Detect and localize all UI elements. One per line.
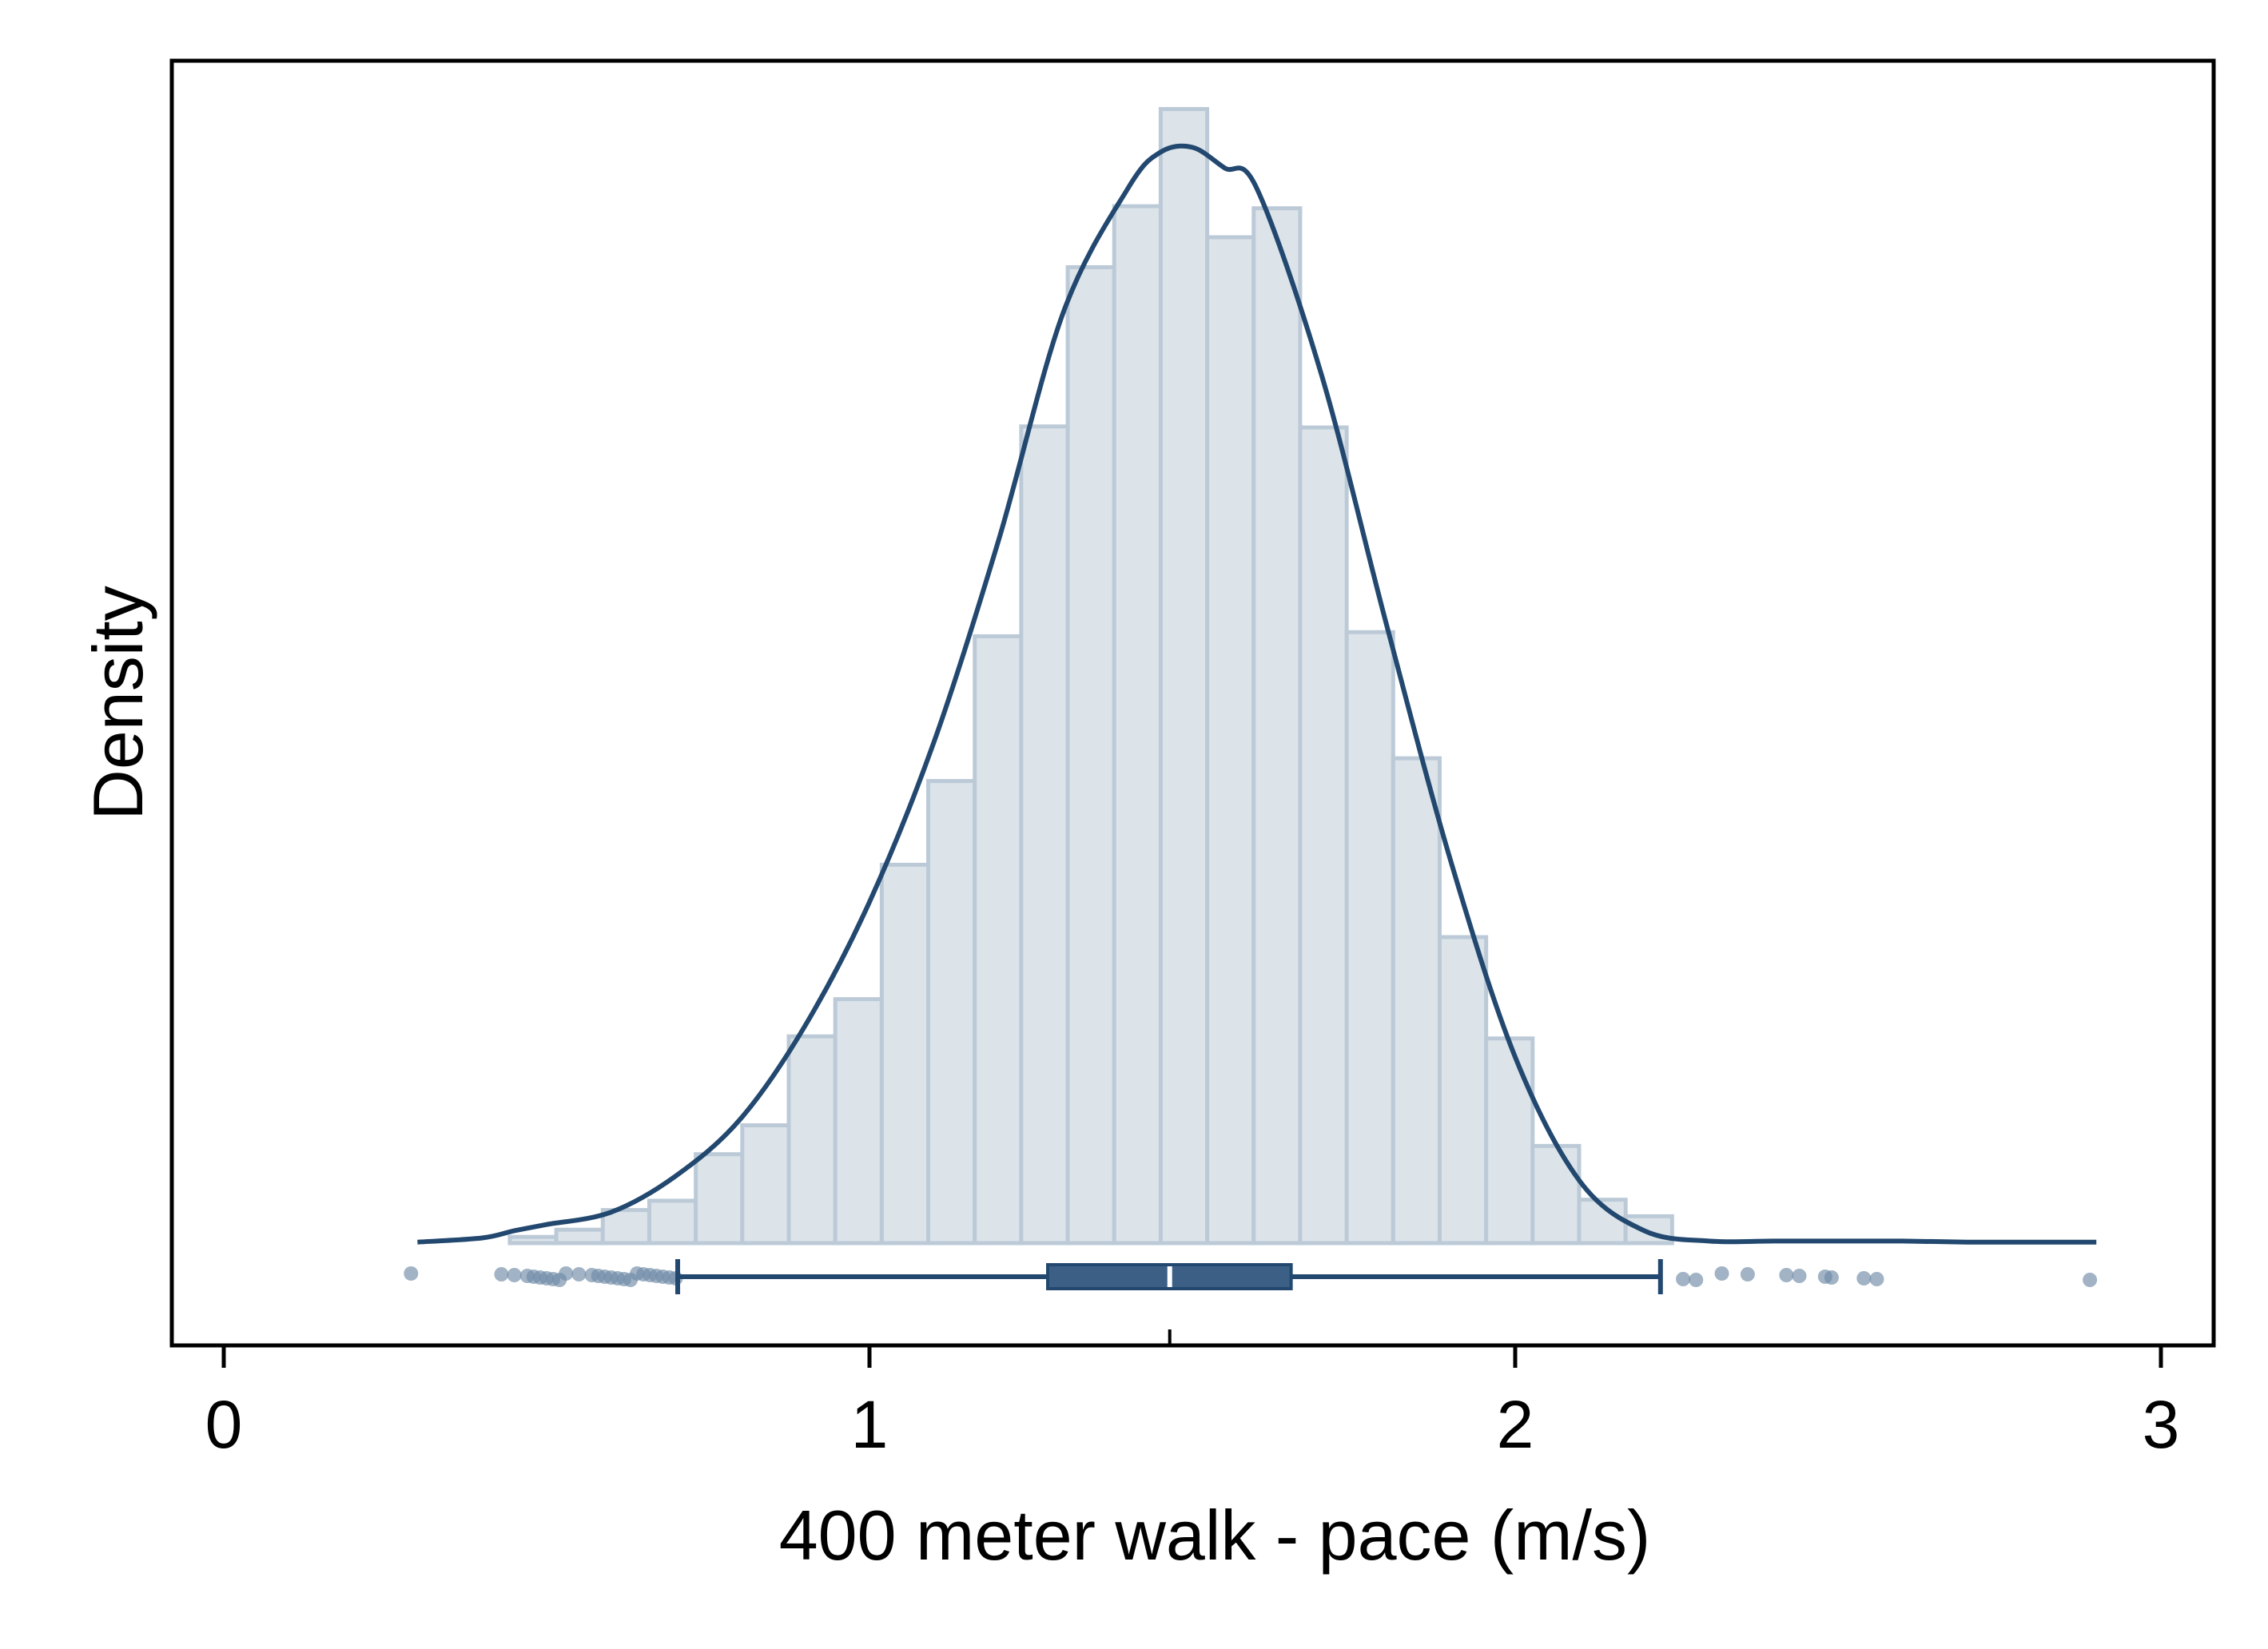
histogram-bar <box>1205 235 1256 1246</box>
histogram-bar <box>879 862 931 1246</box>
histogram-bar <box>1065 264 1116 1246</box>
outlier-point <box>1689 1273 1704 1287</box>
plot-frame <box>169 58 2216 1348</box>
histogram-bar <box>554 1227 605 1246</box>
outlier-point <box>507 1268 522 1282</box>
histogram-bar <box>694 1152 745 1246</box>
x-axis-title: 400 meter walk - pace (m/s) <box>779 1496 1651 1575</box>
outlier-point <box>1824 1270 1839 1285</box>
histogram-bar <box>1158 106 1210 1246</box>
histogram-bars <box>507 106 1674 1246</box>
x-tick-label: 2 <box>1497 1387 1534 1462</box>
outlier-point <box>404 1266 419 1281</box>
outlier-point <box>1779 1268 1794 1282</box>
outlier-point <box>571 1267 587 1281</box>
x-tick-label: 3 <box>2143 1387 2180 1462</box>
histogram-bar <box>1344 630 1395 1246</box>
outlier-point <box>1869 1272 1884 1286</box>
histogram-bar <box>740 1123 791 1246</box>
x-axis: 0 1 2 3 <box>205 1329 2180 1462</box>
histogram-bar <box>833 997 884 1246</box>
x-tick-label: 0 <box>205 1387 243 1462</box>
density-curve-line <box>417 143 2097 1245</box>
density-curve-layer <box>417 143 2097 1245</box>
histogram-bar <box>647 1198 698 1246</box>
outlier-point <box>1676 1272 1691 1286</box>
outlier-point <box>559 1266 574 1281</box>
histogram-bar <box>1298 425 1349 1246</box>
outlier-point <box>494 1267 509 1281</box>
outlier-point <box>1792 1269 1807 1283</box>
boxplot-layer <box>404 1259 2098 1294</box>
x-tick-label: 1 <box>851 1387 889 1462</box>
outlier-point <box>1856 1271 1872 1285</box>
outlier-point <box>2083 1273 2098 1287</box>
histogram-bar <box>1019 424 1070 1246</box>
histogram-bar <box>1251 206 1303 1246</box>
outlier-point <box>1714 1266 1729 1281</box>
histogram-bar <box>1112 204 1163 1246</box>
histogram-bar <box>786 1034 838 1246</box>
histogram-bar <box>973 634 1024 1246</box>
outlier-point <box>1740 1267 1755 1281</box>
histogram-bar <box>507 1234 559 1246</box>
y-axis-title: Density <box>78 586 157 820</box>
histogram-bar <box>1484 1036 1535 1246</box>
histogram-bar <box>1437 935 1489 1246</box>
histogram-bar <box>1391 756 1442 1246</box>
histogram-bar <box>926 779 977 1246</box>
histogram-bar <box>1530 1143 1582 1246</box>
